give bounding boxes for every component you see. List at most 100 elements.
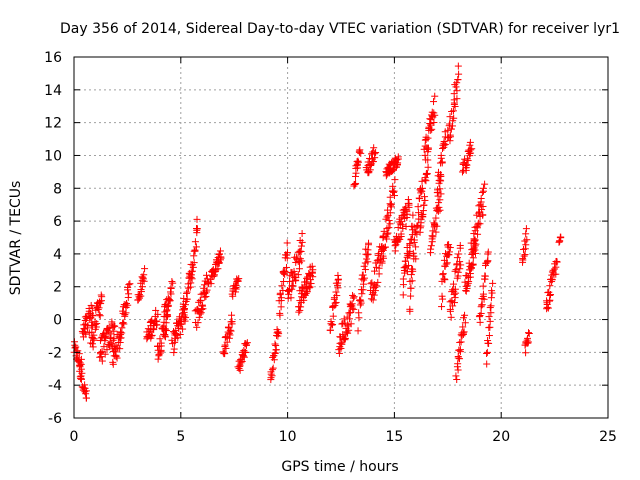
- data-point: [399, 291, 407, 299]
- data-point: [183, 295, 191, 303]
- data-point: [97, 353, 105, 361]
- data-point: [383, 230, 391, 238]
- data-point: [309, 273, 317, 281]
- data-point: [407, 292, 415, 300]
- data-point: [84, 324, 92, 332]
- data-point: [240, 353, 248, 361]
- data-point: [242, 348, 250, 356]
- data-point: [227, 327, 235, 335]
- data-point: [485, 332, 493, 340]
- data-point: [116, 345, 124, 353]
- data-point: [360, 262, 368, 270]
- data-point: [424, 134, 432, 142]
- data-point: [474, 230, 482, 238]
- data-point: [456, 355, 464, 363]
- data-point: [357, 149, 365, 157]
- data-point: [167, 290, 175, 298]
- data-point: [403, 210, 411, 218]
- data-point: [423, 144, 431, 152]
- data-point: [137, 286, 145, 294]
- data-point: [446, 113, 454, 121]
- data-point: [189, 263, 197, 271]
- data-point: [433, 222, 441, 230]
- data-point: [463, 161, 471, 169]
- data-point: [401, 263, 409, 271]
- data-point: [222, 344, 230, 352]
- data-point: [412, 243, 420, 251]
- data-point: [469, 261, 477, 269]
- data-point: [484, 250, 492, 258]
- data-point: [386, 209, 394, 217]
- data-point: [355, 148, 363, 156]
- data-point: [94, 306, 102, 314]
- data-point: [424, 145, 432, 153]
- data-point: [164, 302, 172, 310]
- data-point: [235, 275, 243, 283]
- data-point: [268, 372, 276, 380]
- data-point: [78, 369, 86, 377]
- data-point: [454, 366, 462, 374]
- data-point: [453, 87, 461, 95]
- data-point: [123, 299, 131, 307]
- y-tick-labels: -6 -4 -2 0 2 4 6 8 10 12 14 16: [44, 50, 62, 427]
- data-point: [459, 323, 467, 331]
- data-point: [438, 303, 446, 311]
- data-point: [452, 83, 460, 91]
- data-point: [394, 237, 402, 245]
- data-point: [298, 230, 306, 238]
- data-point: [102, 329, 110, 337]
- data-point: [309, 266, 317, 274]
- data-point: [89, 343, 97, 351]
- data-point: [406, 240, 414, 248]
- data-point: [333, 292, 341, 300]
- data-point: [280, 277, 288, 285]
- data-point: [478, 188, 486, 196]
- data-point: [430, 98, 438, 106]
- data-point: [180, 306, 188, 314]
- data-point: [74, 347, 82, 355]
- data-point: [427, 249, 435, 257]
- data-point: [190, 259, 198, 267]
- data-point: [278, 282, 286, 290]
- data-points: [70, 62, 565, 402]
- data-point: [336, 339, 344, 347]
- data-point: [371, 267, 379, 275]
- data-point: [481, 272, 489, 280]
- data-point: [347, 301, 355, 309]
- data-point: [524, 338, 532, 346]
- data-point: [345, 326, 353, 334]
- data-point: [461, 311, 469, 319]
- data-point: [154, 310, 162, 318]
- data-point: [228, 318, 236, 326]
- data-point: [162, 326, 170, 334]
- data-point: [373, 282, 381, 290]
- x-tick-label: 15: [385, 429, 403, 445]
- data-point: [171, 338, 179, 346]
- data-point: [439, 144, 447, 152]
- data-point: [306, 283, 314, 291]
- data-point: [451, 267, 459, 275]
- data-point: [97, 300, 105, 308]
- data-point: [456, 338, 464, 346]
- data-point: [544, 304, 552, 312]
- data-point: [450, 290, 458, 298]
- data-point: [77, 355, 85, 363]
- data-point: [137, 292, 145, 300]
- data-point: [119, 309, 127, 317]
- data-point: [283, 239, 291, 247]
- data-point: [294, 271, 302, 279]
- data-point: [214, 265, 222, 273]
- data-point: [522, 225, 530, 233]
- data-point: [308, 262, 316, 270]
- data-point: [71, 341, 79, 349]
- data-point: [121, 312, 129, 320]
- data-point: [458, 168, 466, 176]
- data-point: [476, 220, 484, 228]
- data-point: [300, 296, 308, 304]
- data-point: [149, 325, 157, 333]
- data-point: [423, 170, 431, 178]
- data-point: [111, 322, 119, 330]
- data-point: [109, 360, 117, 368]
- data-point: [405, 251, 413, 259]
- data-point: [156, 335, 164, 343]
